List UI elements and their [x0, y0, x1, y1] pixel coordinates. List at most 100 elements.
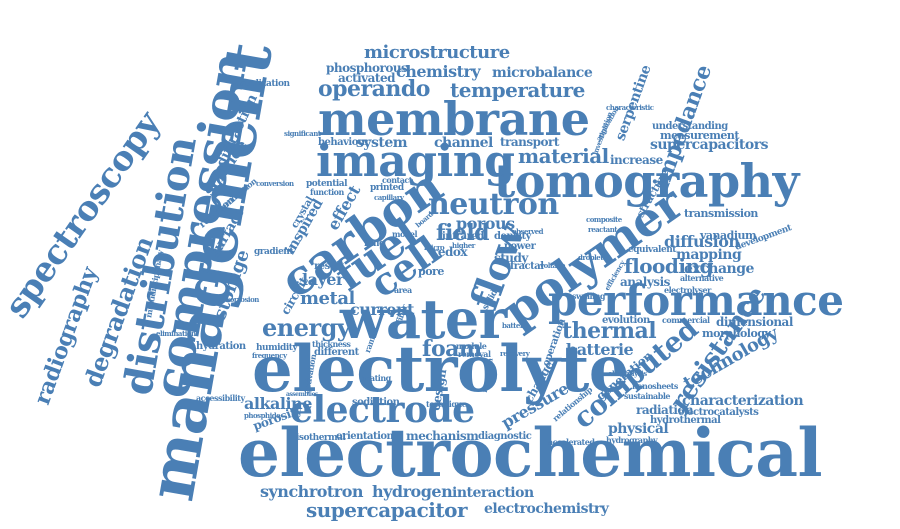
word: field	[436, 220, 490, 246]
word: orientation	[336, 431, 394, 442]
word: observed	[512, 227, 544, 236]
word: fractal	[510, 261, 544, 272]
word: supercapacitors	[650, 137, 769, 153]
word: lung	[364, 239, 385, 249]
word: power	[504, 241, 536, 252]
word: supercapacitor	[306, 498, 468, 522]
word: module	[456, 341, 487, 351]
word: corrosion	[226, 295, 259, 304]
word: increase	[610, 153, 663, 167]
word: sustainable	[624, 391, 670, 401]
word: electrode	[290, 389, 475, 431]
word: physical	[608, 421, 669, 437]
word: water	[340, 287, 507, 351]
word: hydrogen	[372, 482, 453, 501]
word: metal	[300, 288, 355, 309]
word: electrochemical	[238, 414, 823, 492]
word: radiation	[636, 403, 694, 417]
word: electrolyte	[252, 332, 629, 407]
word: hydrography	[606, 435, 658, 445]
word: thickness	[312, 339, 351, 349]
word: redox	[432, 245, 468, 259]
word: nanosheets	[632, 381, 678, 391]
word: electrolysis	[608, 369, 647, 378]
word: recovery	[500, 349, 530, 358]
word: droplet	[578, 253, 604, 262]
word: assemblies	[286, 391, 318, 398]
word: current	[350, 300, 414, 319]
word: commercial	[662, 315, 710, 325]
word: performance	[548, 276, 844, 325]
word: alkaline	[244, 394, 312, 413]
word: transport	[500, 135, 559, 149]
word: mapping	[676, 247, 742, 263]
word: microstructure	[364, 42, 510, 63]
word: layer	[302, 270, 344, 289]
word: accelerated	[548, 437, 595, 447]
word: frequency	[252, 351, 287, 360]
word: microbalance	[492, 65, 593, 81]
word: composite	[586, 215, 622, 224]
word: electrolyser	[664, 285, 711, 295]
word: elimination	[156, 329, 196, 338]
word: different	[314, 347, 359, 358]
word: behaviour	[318, 137, 370, 148]
word: measurement	[660, 129, 739, 142]
word: function	[310, 187, 344, 197]
word: result	[314, 261, 344, 272]
word: analysis	[620, 275, 670, 289]
word: diffusion	[664, 232, 740, 251]
word: electrochemistry	[484, 501, 609, 517]
word: pore	[418, 265, 444, 278]
word: model	[392, 229, 418, 239]
word: battery	[502, 321, 527, 330]
word: interaction	[452, 485, 534, 501]
word: synchrotron	[260, 482, 364, 501]
word: reactant	[588, 225, 618, 234]
word: conversion	[256, 179, 294, 188]
word: evolution	[602, 315, 650, 326]
word: characterization	[682, 393, 804, 409]
word: vanadium	[700, 229, 757, 242]
word: chemistry	[396, 62, 481, 81]
word: understanding	[652, 121, 728, 132]
word: batterie	[566, 340, 634, 359]
word: infrared	[442, 231, 484, 242]
word: voltage	[540, 261, 566, 270]
word: micro	[424, 243, 445, 252]
word: imaging	[316, 136, 515, 187]
word: operando	[318, 76, 430, 102]
word: density	[494, 231, 531, 242]
word: porous	[456, 214, 515, 233]
word: material	[518, 144, 609, 168]
word: sodiation	[352, 397, 400, 408]
word: visualization	[232, 79, 290, 89]
word: diagnostic	[478, 431, 532, 442]
word: humidity	[256, 343, 298, 353]
word: transmission	[684, 207, 758, 220]
word: neutron	[428, 187, 559, 222]
word: phosphide	[244, 411, 281, 420]
word: gradient	[254, 247, 294, 257]
word: thermal	[562, 318, 657, 344]
word: energy	[262, 313, 351, 342]
word: higher	[452, 241, 475, 250]
word: flooding	[624, 254, 714, 278]
word: channel	[434, 135, 493, 151]
word: dimensional	[716, 315, 793, 329]
word: isothermal	[296, 433, 346, 443]
word: activated	[338, 71, 396, 85]
word: membrane	[318, 92, 590, 146]
word: study	[494, 251, 528, 265]
word: system	[356, 135, 408, 151]
word: accessibility	[196, 393, 245, 403]
word: printed	[370, 183, 404, 193]
word: phosphorous	[326, 61, 408, 75]
word: hydrothermal	[650, 415, 721, 426]
word: area	[394, 285, 412, 295]
word: contact	[382, 175, 412, 185]
word: morphology	[702, 327, 771, 340]
word: capillary	[374, 193, 404, 202]
word: significant	[284, 129, 321, 138]
